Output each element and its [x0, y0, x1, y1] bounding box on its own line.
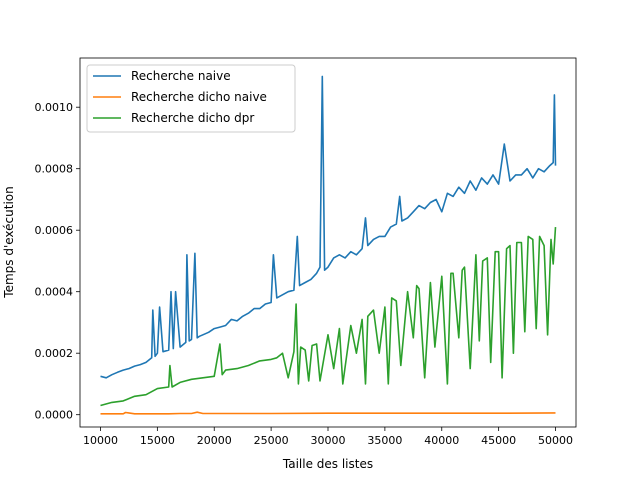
legend-label: Recherche dicho naive	[131, 90, 267, 104]
legend: Recherche naive Recherche dicho naive Rech…	[86, 64, 296, 133]
y-tick-label: 0.0000	[35, 409, 74, 422]
series-line-1	[100, 411, 556, 415]
y-tick-label: 0.0006	[35, 224, 74, 237]
y-tick-label: 0.0010	[35, 101, 74, 114]
x-axis: 10000 15000 20000 25000 30000 35000 40000 45000…	[83, 427, 573, 447]
y-tick-label: 0.0002	[35, 347, 74, 360]
series-line-0	[100, 75, 557, 379]
x-tick-label: 15000	[140, 434, 175, 447]
x-tick-label: 45000	[481, 434, 516, 447]
x-tick-label: 25000	[254, 434, 289, 447]
plot-lines	[100, 75, 557, 415]
x-axis-label: Taille des listes	[282, 457, 373, 471]
series-line-2	[100, 227, 557, 407]
y-tick-label: 0.0008	[35, 163, 74, 176]
x-tick-label: 10000	[83, 434, 118, 447]
legend-box	[86, 64, 296, 133]
x-tick-label: 40000	[424, 434, 459, 447]
y-axis-label: Temps d'exécution	[2, 186, 16, 298]
x-tick-label: 35000	[367, 434, 402, 447]
x-tick-label: 30000	[311, 434, 346, 447]
y-tick-label: 0.0004	[35, 286, 74, 299]
legend-label: Recherche dicho dpr	[131, 111, 254, 125]
x-tick-label: 50000	[538, 434, 573, 447]
legend-label: Recherche naive	[131, 69, 231, 83]
y-axis: 0.0000 0.0002 0.0004 0.0006 0.0008 0.0010	[35, 101, 80, 422]
x-tick-label: 20000	[197, 434, 232, 447]
